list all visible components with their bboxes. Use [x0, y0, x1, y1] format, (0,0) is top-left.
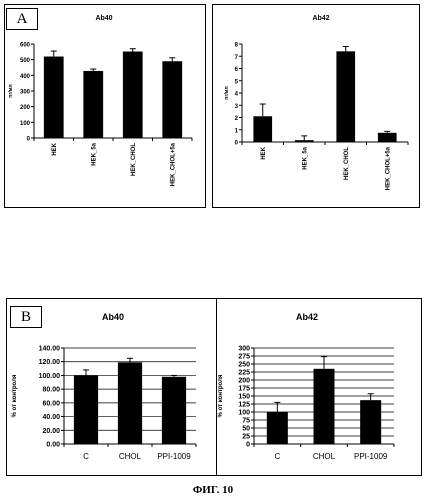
bar: [314, 369, 335, 444]
x-tick-label: PPI-1009: [354, 452, 388, 461]
bar: [267, 412, 288, 444]
y-tick-label: 125: [238, 402, 250, 409]
y-tick-label: 0: [246, 442, 250, 449]
y-tick-label: 225: [238, 370, 250, 377]
y-tick-label: 150: [238, 394, 250, 401]
y-tick-label: 250: [238, 362, 250, 369]
x-tick-label: C: [274, 452, 280, 461]
y-tick-label: 100: [238, 410, 250, 417]
y-tick-label: 50: [242, 426, 250, 433]
y-tick-label: 300: [238, 346, 250, 353]
y-axis-label: % от контроля: [218, 374, 224, 417]
y-tick-label: 275: [238, 354, 250, 361]
bar: [360, 400, 381, 444]
y-tick-label: 175: [238, 386, 250, 393]
y-tick-label: 25: [242, 434, 250, 441]
chart-title: Ab42: [296, 312, 318, 322]
y-tick-label: 75: [242, 418, 250, 425]
figure-caption: ФИГ. 10: [0, 484, 426, 496]
y-tick-label: 200: [238, 378, 250, 385]
x-tick-label: CHOL: [313, 452, 336, 461]
